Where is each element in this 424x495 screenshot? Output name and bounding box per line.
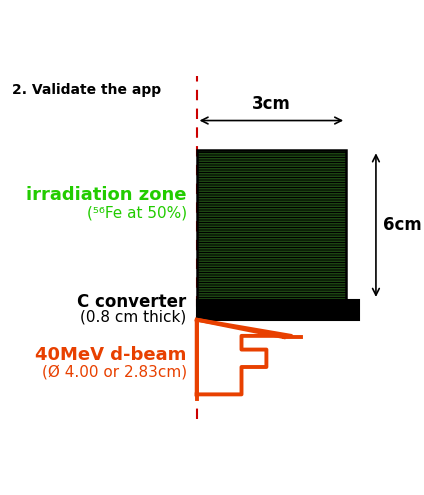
Text: 6cm: 6cm bbox=[383, 216, 422, 234]
Text: (0.8 cm thick): (0.8 cm thick) bbox=[81, 310, 187, 325]
Text: 3cm: 3cm bbox=[252, 95, 291, 113]
Text: 40MeV d-beam: 40MeV d-beam bbox=[35, 346, 187, 363]
Text: (Ø 4.00 or 2.83cm): (Ø 4.00 or 2.83cm) bbox=[42, 364, 187, 380]
Text: irradiation zone: irradiation zone bbox=[26, 186, 187, 204]
Bar bbox=[197, 150, 346, 300]
Bar bbox=[197, 300, 359, 320]
Text: (⁵⁶Fe at 50%): (⁵⁶Fe at 50%) bbox=[86, 205, 187, 220]
Text: 2. Validate the app: 2. Validate the app bbox=[12, 83, 162, 97]
Text: C converter: C converter bbox=[78, 293, 187, 311]
